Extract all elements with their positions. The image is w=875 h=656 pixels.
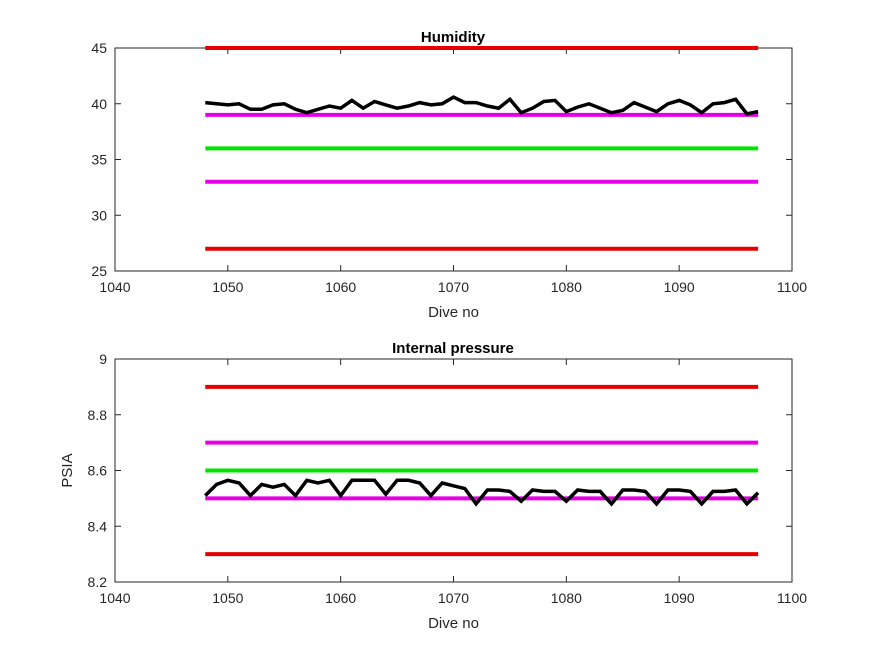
x-tick-label: 1050 (212, 590, 243, 606)
y-tick-label: 9 (99, 351, 107, 367)
chart-title: Internal pressure (392, 340, 514, 357)
x-tick-label: 1060 (325, 279, 356, 295)
x-tick-label: 1060 (325, 590, 356, 606)
x-tick-label: 1090 (664, 279, 695, 295)
x-tick-label: 1090 (664, 590, 695, 606)
plot-area (114, 47, 793, 272)
y-tick-label: 8.4 (88, 518, 108, 534)
x-axis-label: Dive no (428, 304, 479, 321)
data-series-line (204, 478, 760, 507)
chart-title: Humidity (421, 29, 486, 46)
x-tick-label: 1070 (438, 279, 469, 295)
x-tick-label: 1050 (212, 279, 243, 295)
x-axis-label: Dive no (428, 615, 479, 632)
y-tick-label: 8.8 (88, 407, 108, 423)
internal-pressure-chart: Internal pressure 1040 1050 1060 1070 1080 10… (59, 340, 807, 632)
data-series-line (205, 95, 759, 116)
y-tick-label: 40 (91, 96, 107, 112)
x-tick-label: 1080 (551, 590, 582, 606)
x-tick-label: 1100 (777, 590, 807, 606)
y-tick-label: 25 (91, 263, 107, 279)
x-tick-label: 1070 (438, 590, 469, 606)
x-tick-label: 1100 (777, 279, 807, 295)
y-tick-label: 45 (91, 40, 107, 56)
x-tick-label: 1040 (99, 279, 130, 295)
x-tick-label: 1080 (551, 279, 582, 295)
y-tick-label: 8.2 (88, 574, 108, 590)
y-tick-label: 8.6 (88, 463, 108, 479)
y-tick-label: 30 (91, 207, 107, 223)
x-tick-label: 1040 (99, 590, 130, 606)
humidity-chart: Humidity 1040 1050 1060 1070 1080 1090 1100 25 3… (91, 29, 807, 321)
y-axis-label: PSIA (59, 453, 76, 487)
y-tick-label: 35 (91, 152, 107, 168)
